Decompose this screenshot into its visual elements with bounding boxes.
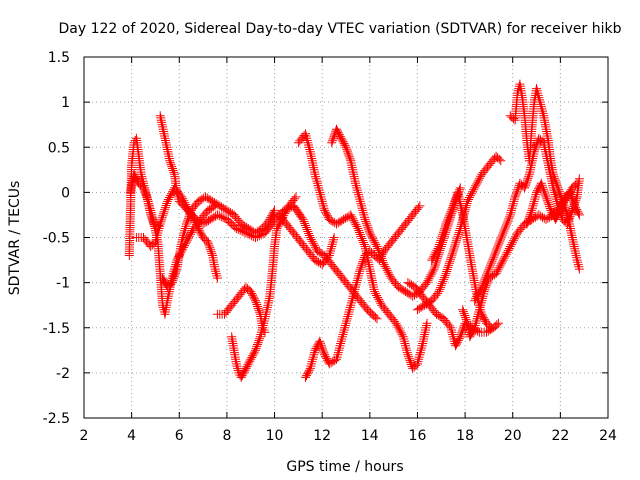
series-markers — [158, 192, 279, 292]
series-markers — [413, 151, 506, 315]
y-tick-label: 0.5 — [48, 140, 70, 156]
y-tick-label: -2 — [56, 366, 70, 382]
series-arc9 — [293, 129, 432, 373]
x-tick-label: 6 — [175, 428, 184, 444]
series-markers — [274, 210, 339, 270]
series-arc3 — [155, 111, 222, 283]
series-markers — [403, 278, 503, 351]
y-tick-label: -1.5 — [43, 321, 70, 337]
y-tick-label: 0 — [61, 185, 70, 201]
series-markers — [522, 178, 584, 229]
x-tick-label: 18 — [456, 428, 474, 444]
y-tick-label: -2.5 — [43, 411, 70, 427]
series-arc11 — [274, 210, 339, 270]
data-series — [124, 79, 584, 382]
series-arc5 — [131, 219, 165, 251]
chart-title: Day 122 of 2020, Sidereal Day-to-day VTE… — [59, 21, 622, 37]
series-arc4 — [158, 192, 279, 292]
y-tick-label: 1.5 — [48, 50, 70, 66]
x-tick-label: 2 — [80, 428, 89, 444]
series-arc18 — [522, 178, 584, 229]
x-tick-label: 4 — [127, 428, 136, 444]
x-tick-label: 10 — [266, 428, 284, 444]
x-axis-ticks: 2 4 6 8 10 12 14 16 18 20 22 24 — [80, 57, 617, 444]
series-markers — [131, 219, 165, 251]
series-arc12 — [403, 278, 503, 351]
x-tick-label: 14 — [361, 428, 379, 444]
series-arc13 — [413, 151, 506, 315]
y-tick-label: -1 — [56, 276, 70, 292]
x-tick-label: 22 — [551, 428, 569, 444]
y-tick-label: 1 — [61, 95, 70, 111]
y-tick-label: -0.5 — [43, 231, 70, 247]
y-axis-label: SDTVAR / TECUs — [7, 181, 23, 296]
x-axis-label: GPS time / hours — [286, 459, 403, 475]
x-tick-label: 20 — [504, 428, 522, 444]
series-markers — [293, 129, 432, 373]
series-markers — [155, 111, 222, 283]
x-tick-label: 16 — [409, 428, 427, 444]
y-axis-ticks: 1.5 1 0.5 0 -0.5 -1 -1.5 -2 -2.5 — [43, 50, 608, 427]
x-tick-label: 12 — [313, 428, 331, 444]
x-tick-label: 24 — [599, 428, 617, 444]
series-arc17 — [505, 79, 584, 274]
series-markers — [505, 79, 584, 274]
x-tick-label: 8 — [222, 428, 231, 444]
